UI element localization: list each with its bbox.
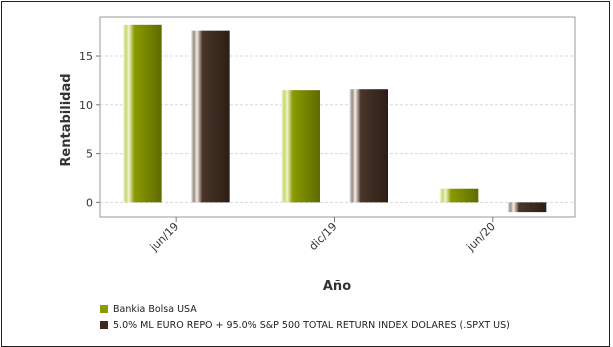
y-tick-label: 5	[86, 148, 93, 161]
x-axis-label: Año	[323, 279, 351, 294]
bar-series-1	[281, 90, 320, 203]
legend-swatch-series-2	[100, 321, 108, 329]
legend-item-series-2: 5.0% ML EURO REPO + 95.0% S&P 500 TOTAL …	[100, 318, 510, 332]
bar-series-1	[439, 188, 479, 203]
legend-label-series-1: Bankia Bolsa USA	[113, 303, 197, 315]
bar-series-2	[190, 30, 230, 203]
y-tick-label: 10	[79, 99, 93, 112]
y-tick-label: 0	[86, 196, 93, 209]
bar-series-2	[349, 89, 388, 203]
y-tick-label: 15	[79, 50, 93, 63]
bar-series-1	[122, 24, 162, 203]
legend-item-series-1: Bankia Bolsa USA	[100, 302, 510, 316]
legend-swatch-series-1	[100, 305, 108, 313]
x-tick-label: jun/19	[147, 220, 181, 254]
legend: Bankia Bolsa USA 5.0% ML EURO REPO + 95.…	[100, 302, 510, 334]
y-axis-label: Rentabilidad	[59, 73, 74, 166]
bar-chart: 0 5 10 15 jun/19 dic/19 jun/20 Rentabilidad Añ…	[59, 16, 576, 294]
x-tick-label: dic/19	[307, 220, 340, 253]
legend-label-series-2: 5.0% ML EURO REPO + 95.0% S&P 500 TOTAL …	[113, 319, 510, 331]
x-tick-label: jun/20	[464, 220, 498, 254]
plot-border	[99, 16, 576, 218]
bar-series-2	[507, 202, 547, 213]
